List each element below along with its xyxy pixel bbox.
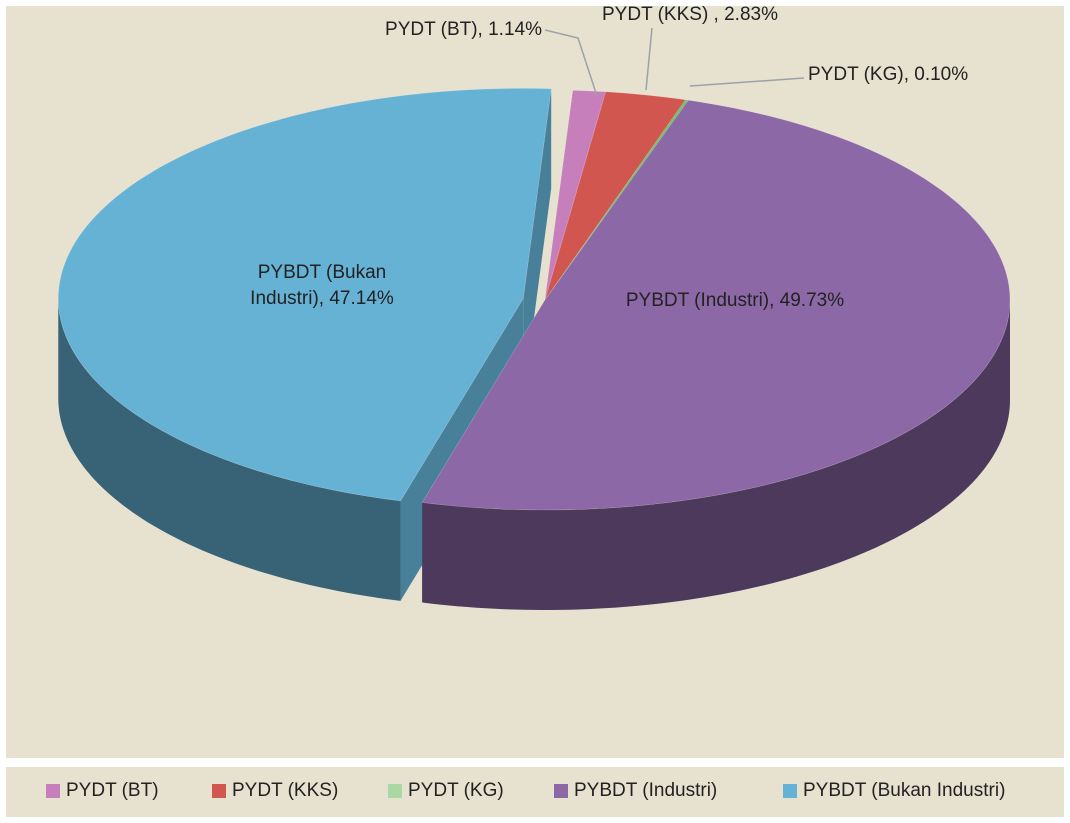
slice-side (422, 300, 1010, 610)
legend-item: PYBDT (Industri) (554, 780, 717, 802)
data-label: PYDT (KG), 0.10% (808, 64, 969, 85)
leader-line (689, 77, 805, 87)
legend-item: PYDT (KKS) (212, 780, 338, 802)
legend-item: PYBDT (Bukan Industri) (783, 780, 1005, 802)
legend-swatch (46, 784, 60, 798)
legend-item: PYDT (KG) (388, 780, 504, 802)
legend: PYDT (BT) PYDT (KKS) PYDT (KG) PYBDT (Indus… (6, 767, 1064, 817)
leader-line (645, 27, 653, 91)
legend-label: PYDT (KG) (408, 780, 504, 801)
data-label: PYDT (BT), 1.14% (385, 19, 542, 40)
legend-swatch (388, 784, 402, 798)
legend-label: PYDT (BT) (66, 780, 159, 801)
legend-label: PYDT (KKS) (232, 780, 339, 801)
slice (544, 91, 687, 301)
slice (57, 88, 552, 502)
legend-label: PYBDT (Industri) (574, 780, 718, 801)
legend-item: PYDT (BT) (46, 780, 159, 802)
data-label: PYBDT (Bukan Industri), 47.14% (250, 262, 394, 309)
legend-swatch (212, 784, 226, 798)
slice (421, 99, 1011, 511)
leader-line (544, 29, 598, 97)
data-label: PYDT (KKS) , 2.83% (602, 4, 778, 25)
slice-side (58, 298, 401, 601)
legend-swatch (554, 784, 568, 798)
slice-cut-face (523, 88, 552, 399)
legend-label: PYBDT (Bukan Industri) (803, 780, 1006, 801)
legend-swatch (783, 784, 797, 798)
data-label: PYBDT (Industri), 49.73% (625, 290, 845, 311)
